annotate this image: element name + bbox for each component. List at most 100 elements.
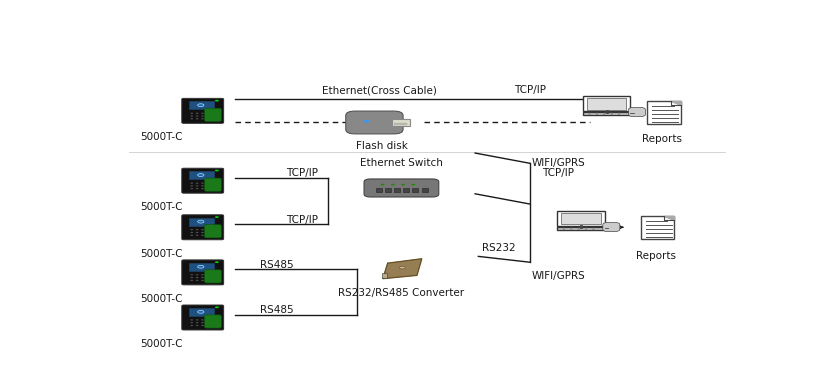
Text: TCP/IP: TCP/IP bbox=[286, 215, 318, 225]
Text: WIFI/GPRS: WIFI/GPRS bbox=[532, 271, 586, 281]
Circle shape bbox=[198, 104, 204, 107]
Text: 5000T-C: 5000T-C bbox=[140, 203, 182, 212]
Circle shape bbox=[198, 265, 204, 268]
Circle shape bbox=[201, 185, 203, 186]
Circle shape bbox=[411, 184, 415, 186]
Circle shape bbox=[190, 232, 193, 233]
FancyBboxPatch shape bbox=[182, 168, 223, 193]
FancyBboxPatch shape bbox=[381, 273, 387, 278]
Circle shape bbox=[196, 235, 198, 236]
Text: 5000T-C: 5000T-C bbox=[140, 339, 182, 349]
Text: TCP/IP: TCP/IP bbox=[286, 168, 318, 178]
Circle shape bbox=[570, 228, 572, 229]
FancyBboxPatch shape bbox=[375, 188, 382, 192]
Circle shape bbox=[595, 113, 598, 114]
Text: TCP/IP: TCP/IP bbox=[514, 85, 546, 95]
Circle shape bbox=[201, 319, 203, 321]
Circle shape bbox=[215, 216, 219, 218]
Circle shape bbox=[201, 229, 203, 230]
FancyBboxPatch shape bbox=[413, 188, 418, 192]
FancyBboxPatch shape bbox=[404, 188, 409, 192]
Circle shape bbox=[201, 274, 203, 276]
Text: RS485: RS485 bbox=[260, 305, 294, 315]
Circle shape bbox=[603, 114, 605, 115]
Circle shape bbox=[201, 235, 203, 236]
Circle shape bbox=[196, 113, 198, 114]
Text: 5000T-C: 5000T-C bbox=[140, 294, 182, 304]
Text: Ethernet Switch: Ethernet Switch bbox=[360, 158, 442, 167]
Circle shape bbox=[215, 100, 219, 102]
Circle shape bbox=[577, 228, 580, 229]
Circle shape bbox=[190, 188, 193, 189]
Circle shape bbox=[585, 229, 587, 230]
Circle shape bbox=[190, 115, 193, 117]
FancyBboxPatch shape bbox=[394, 123, 407, 125]
Polygon shape bbox=[664, 216, 675, 220]
Circle shape bbox=[190, 319, 193, 321]
Circle shape bbox=[201, 322, 203, 323]
Circle shape bbox=[201, 232, 203, 233]
FancyBboxPatch shape bbox=[648, 101, 681, 124]
FancyBboxPatch shape bbox=[629, 107, 645, 116]
Text: 5000T-C: 5000T-C bbox=[140, 249, 182, 259]
Circle shape bbox=[592, 228, 595, 229]
Circle shape bbox=[201, 115, 203, 117]
Circle shape bbox=[215, 307, 219, 308]
Text: RS485: RS485 bbox=[260, 260, 294, 270]
Circle shape bbox=[588, 113, 590, 114]
Circle shape bbox=[190, 325, 193, 326]
Circle shape bbox=[198, 220, 204, 223]
Text: RS232: RS232 bbox=[482, 243, 516, 253]
Circle shape bbox=[380, 184, 385, 186]
Circle shape bbox=[190, 280, 193, 281]
FancyBboxPatch shape bbox=[557, 227, 605, 230]
Circle shape bbox=[603, 113, 605, 114]
Circle shape bbox=[196, 232, 198, 233]
Circle shape bbox=[198, 310, 204, 313]
Circle shape bbox=[595, 114, 598, 115]
FancyBboxPatch shape bbox=[385, 188, 391, 192]
Circle shape bbox=[196, 274, 198, 276]
FancyBboxPatch shape bbox=[394, 188, 400, 192]
FancyBboxPatch shape bbox=[641, 216, 675, 239]
FancyBboxPatch shape bbox=[189, 218, 213, 226]
Text: Ethernet(Cross Cable): Ethernet(Cross Cable) bbox=[322, 85, 437, 95]
Text: 5000T-C: 5000T-C bbox=[140, 132, 182, 142]
FancyBboxPatch shape bbox=[392, 119, 410, 126]
Circle shape bbox=[190, 277, 193, 278]
FancyBboxPatch shape bbox=[189, 263, 213, 271]
FancyBboxPatch shape bbox=[422, 188, 428, 192]
Polygon shape bbox=[671, 101, 681, 105]
Circle shape bbox=[196, 185, 198, 186]
FancyBboxPatch shape bbox=[603, 222, 619, 232]
Circle shape bbox=[570, 229, 572, 230]
Circle shape bbox=[196, 322, 198, 323]
Circle shape bbox=[201, 280, 203, 281]
Circle shape bbox=[215, 170, 219, 171]
Circle shape bbox=[610, 114, 613, 115]
FancyBboxPatch shape bbox=[204, 178, 222, 191]
Circle shape bbox=[196, 277, 198, 278]
Circle shape bbox=[201, 277, 203, 278]
FancyBboxPatch shape bbox=[204, 315, 222, 328]
Circle shape bbox=[562, 229, 565, 230]
FancyBboxPatch shape bbox=[182, 260, 223, 285]
Circle shape bbox=[196, 188, 198, 189]
Circle shape bbox=[201, 113, 203, 114]
Circle shape bbox=[399, 266, 405, 269]
FancyBboxPatch shape bbox=[182, 305, 223, 330]
Circle shape bbox=[592, 229, 595, 230]
Circle shape bbox=[588, 114, 590, 115]
Circle shape bbox=[190, 118, 193, 119]
Circle shape bbox=[364, 120, 370, 122]
FancyBboxPatch shape bbox=[582, 112, 630, 115]
Text: Reports: Reports bbox=[636, 251, 676, 260]
FancyBboxPatch shape bbox=[204, 270, 222, 283]
Circle shape bbox=[196, 183, 198, 184]
Circle shape bbox=[196, 325, 198, 326]
Polygon shape bbox=[383, 259, 422, 279]
Circle shape bbox=[190, 235, 193, 236]
Circle shape bbox=[401, 184, 405, 186]
FancyBboxPatch shape bbox=[182, 215, 223, 240]
Circle shape bbox=[618, 114, 620, 115]
